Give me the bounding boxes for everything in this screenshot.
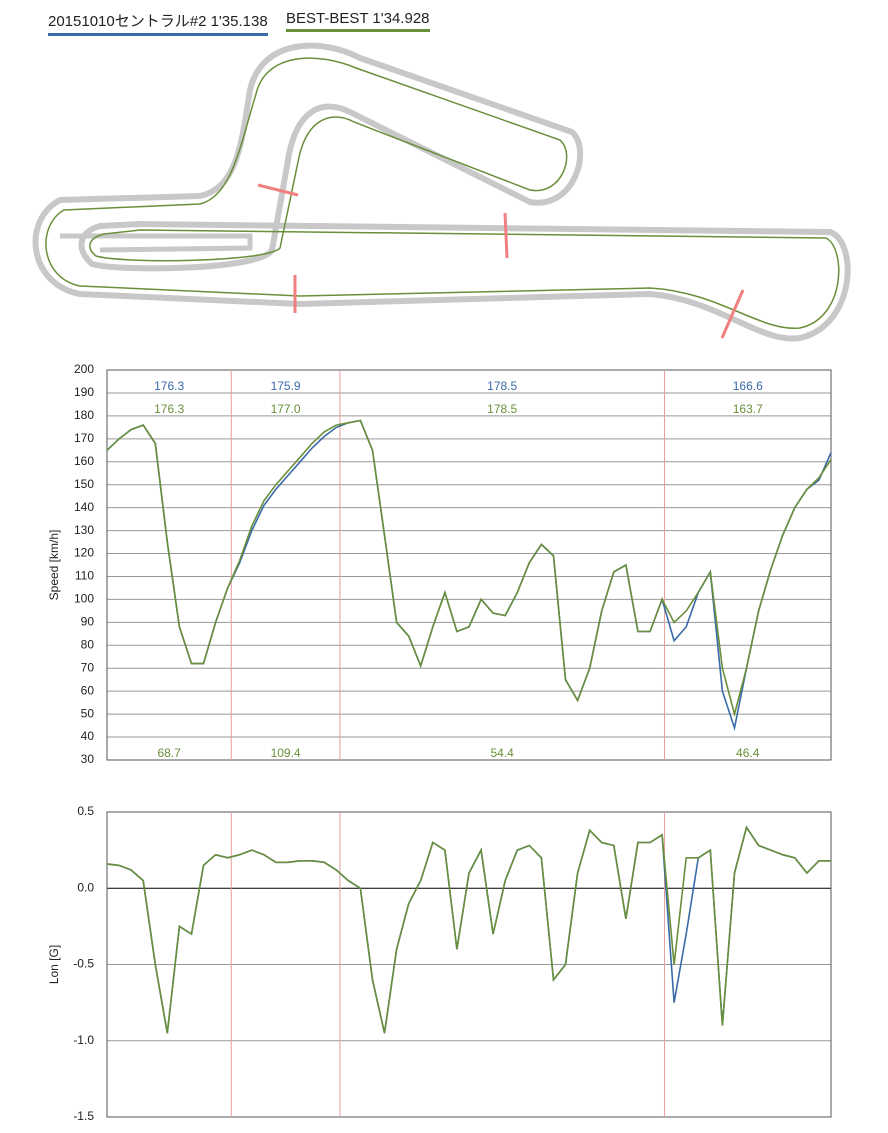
y-tick-label: 150	[74, 477, 94, 491]
y-tick-label: 80	[81, 637, 95, 651]
racing-line	[45, 57, 840, 329]
sector-max-label: 176.3	[154, 402, 184, 416]
sector-max-label: 178.5	[487, 379, 517, 393]
y-tick-label: 180	[74, 408, 94, 422]
plot-frame	[106, 811, 832, 1118]
y-tick-label: 50	[81, 706, 95, 720]
series-line	[106, 419, 832, 718]
y-tick-label: 100	[74, 592, 94, 606]
y-tick-label: 190	[74, 385, 94, 399]
sector-marker	[503, 212, 509, 259]
y-tick-label: 0.0	[77, 880, 94, 894]
y-tick-label: 200	[74, 362, 94, 376]
series-line	[106, 825, 831, 1034]
y-tick-label: 110	[75, 569, 94, 583]
track-map	[32, 42, 851, 342]
sector-max-label: 177.0	[271, 402, 301, 416]
y-axis-label: Lon [G]	[47, 945, 61, 984]
sector-max-label: 166.6	[733, 379, 763, 393]
sector-max-label: 178.5	[487, 402, 517, 416]
track-outline	[32, 42, 851, 342]
y-tick-label: 160	[74, 454, 94, 468]
y-tick-label: 40	[81, 729, 95, 743]
y-tick-label: 0.5	[77, 804, 94, 818]
y-axis-label: Speed [km/h]	[47, 530, 61, 601]
y-tick-label: 120	[74, 546, 94, 560]
sector-max-label: 175.9	[271, 379, 301, 393]
sector-marker	[257, 183, 299, 197]
y-tick-label: 90	[81, 615, 95, 629]
legend-entry: 20151010セントラル#2 1'35.138	[48, 10, 268, 36]
sector-min-label: 54.4	[491, 746, 515, 760]
y-tick-label: -1.0	[73, 1033, 94, 1047]
y-tick-label: 70	[81, 660, 95, 674]
legend-entry: BEST-BEST 1'34.928	[286, 10, 430, 32]
series-line	[106, 825, 831, 1034]
sector-min-label: 68.7	[157, 746, 181, 760]
y-tick-label: 60	[81, 683, 95, 697]
series-line	[106, 419, 832, 732]
y-tick-label: -1.5	[73, 1109, 94, 1123]
y-tick-label: 30	[81, 752, 95, 766]
sector-max-label: 163.7	[733, 402, 763, 416]
sector-min-label: 46.4	[736, 746, 760, 760]
plot-frame	[106, 369, 832, 761]
y-tick-label: 140	[74, 500, 94, 514]
sector-max-label: 176.3	[154, 379, 184, 393]
sector-marker	[720, 289, 745, 339]
y-tick-label: 170	[74, 431, 94, 445]
sector-min-label: 109.4	[271, 746, 301, 760]
track-inner	[60, 233, 253, 253]
y-tick-label: 130	[74, 523, 94, 537]
y-tick-label: -0.5	[73, 957, 94, 971]
